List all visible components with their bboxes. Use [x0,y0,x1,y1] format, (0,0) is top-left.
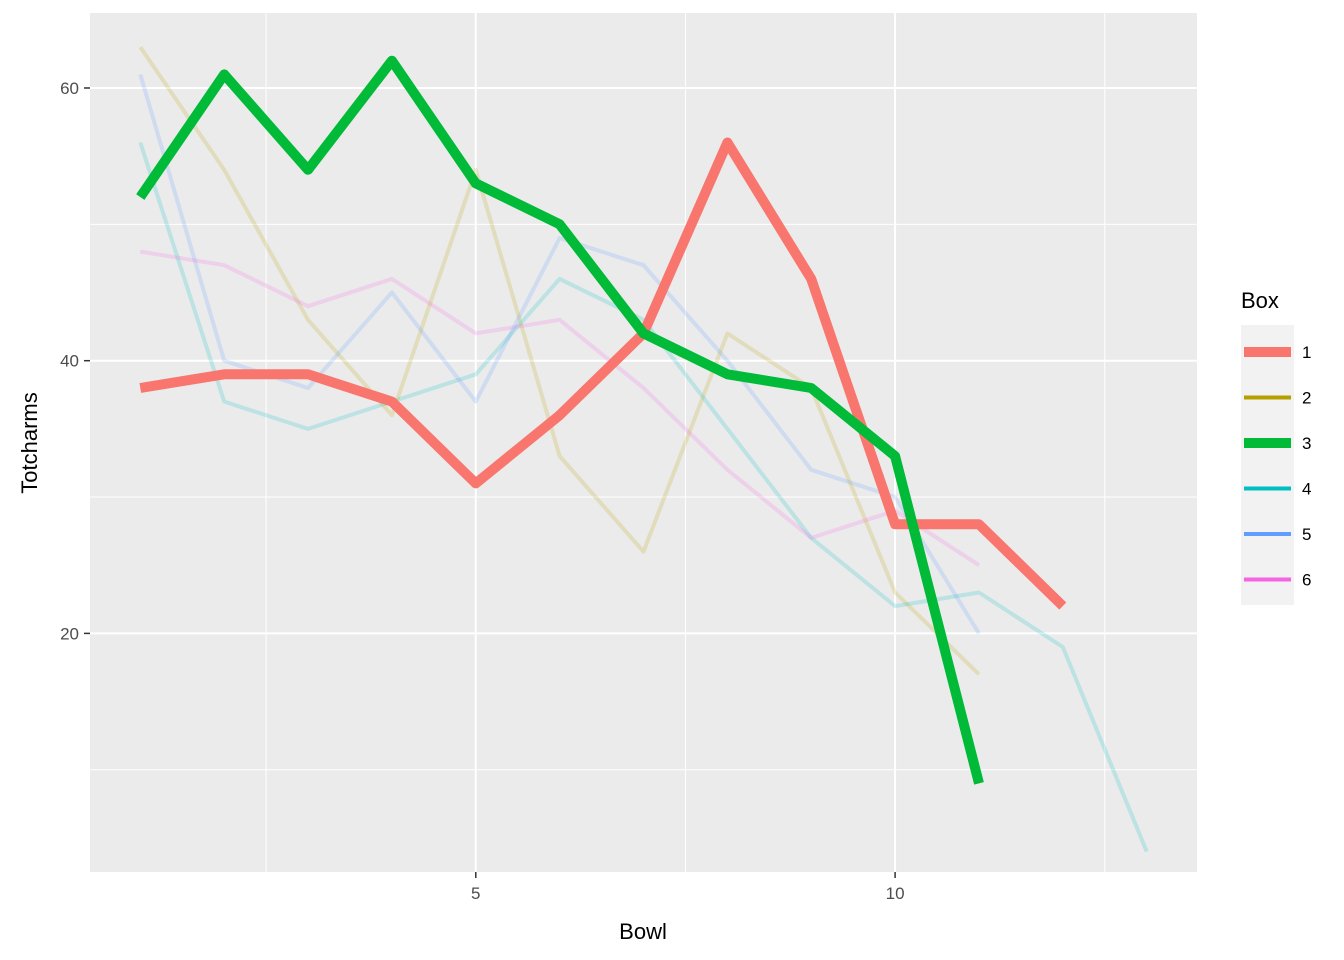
major-gridlines [90,13,1197,872]
legend-title: Box [1241,288,1279,313]
legend-key-background [1241,325,1294,605]
y-tick-label: 60 [60,79,79,98]
panel-background [90,13,1197,872]
legend-label-box-3: 3 [1302,434,1311,453]
y-tick-label: 20 [60,624,79,643]
x-axis-title: Bowl [619,919,667,944]
legend: Box 1 2 3 4 5 6 [1241,288,1311,605]
series-line-box-3 [136,55,984,785]
y-axis-title: Totcharms [17,392,42,493]
x-tick-label: 10 [886,884,905,903]
legend-label-box-4: 4 [1302,480,1311,499]
series-line-box-6 [139,249,981,567]
y-tick-label: 40 [60,352,79,371]
minor-gridlines [90,13,1197,872]
series-line-box-4 [138,141,1149,853]
legend-label-box-5: 5 [1302,525,1311,544]
series-layer [136,45,1149,853]
y-axis: 20 40 60 [60,79,90,643]
series-line-box-2 [138,45,981,676]
x-axis: 5 10 [471,872,905,903]
legend-label-box-2: 2 [1302,389,1311,408]
legend-label-box-1: 1 [1302,343,1311,362]
x-tick-label: 5 [471,884,480,903]
legend-items: 1 2 3 4 5 6 [1244,343,1311,590]
legend-label-box-6: 6 [1302,571,1311,590]
